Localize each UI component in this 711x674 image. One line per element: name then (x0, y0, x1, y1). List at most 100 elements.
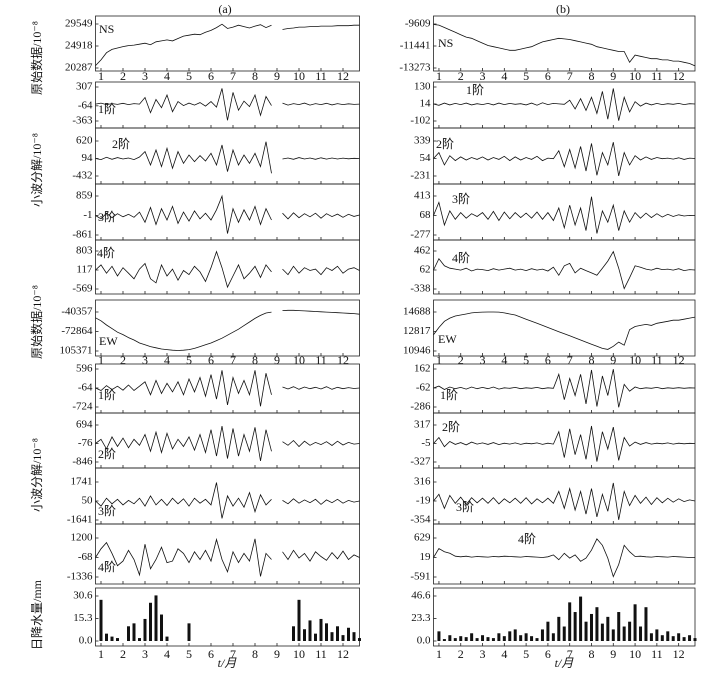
y-tick-label: 339 (414, 135, 431, 147)
x-tick-label: 5 (186, 647, 192, 661)
rain-bar (666, 631, 670, 641)
y-tick-label: 62 (420, 264, 431, 276)
x-tick-label: 4 (501, 647, 507, 661)
rain-bar (325, 623, 328, 641)
y-tick-label: 94 (82, 152, 94, 164)
x-tick-label: 7 (567, 647, 573, 661)
panel-label: 1阶 (466, 83, 484, 97)
y-tick-label: 620 (76, 135, 93, 147)
x-tick-label: 1 (98, 353, 104, 367)
panel-frame (433, 587, 696, 647)
panel-label: 1阶 (98, 102, 116, 116)
y-tick-label: 23.3 (411, 612, 431, 624)
x-tick-label: 6 (545, 353, 551, 367)
trace-line (433, 311, 696, 350)
y-tick-label: 12817 (403, 325, 431, 337)
x-tick-label: 5 (523, 353, 529, 367)
x-tick-label: 12 (673, 69, 685, 83)
y-tick-label: -40357 (61, 306, 93, 318)
trace-line (95, 426, 360, 461)
rain-bar (628, 621, 632, 641)
y-tick-label: 317 (414, 419, 431, 431)
y-tick-label: 54 (420, 152, 432, 164)
rain-bar (497, 633, 501, 641)
rain-bar (513, 629, 517, 641)
rain-bar (303, 629, 306, 641)
panel-frame (95, 523, 360, 585)
rain-bar (688, 635, 692, 641)
x-tick-label: 5 (186, 69, 192, 83)
panel-label: 3阶 (452, 192, 470, 206)
y-tick-label: 1741 (71, 476, 93, 488)
x-tick-label: 5 (523, 647, 529, 661)
x-tick-label: 9 (610, 647, 616, 661)
x-tick-label: 12 (337, 353, 349, 367)
rain-bar (165, 636, 169, 641)
rain-bar (682, 637, 686, 641)
y-axis-label: 小波分解/10⁻⁸ (30, 133, 44, 207)
x-tick-label: 3 (480, 69, 486, 83)
rain-bar (336, 626, 339, 641)
x-tick-label: 5 (186, 353, 192, 367)
rain-bar (508, 631, 512, 641)
x-axis-label: t/月 (218, 656, 238, 670)
y-axis-label: 原始数据/10⁻⁸ (29, 21, 44, 95)
rain-bar (617, 612, 621, 641)
trace-line (95, 141, 360, 174)
x-tick-label: 6 (545, 647, 551, 661)
panel-frame (433, 363, 696, 414)
trace-line (95, 250, 360, 289)
column-title: (b) (556, 2, 570, 16)
y-tick-label: 629 (414, 532, 431, 544)
x-tick-label: 11 (651, 647, 663, 661)
panel-label: 2阶 (98, 447, 116, 461)
x-tick-label: 4 (164, 353, 170, 367)
rain-bar (110, 636, 114, 641)
y-tick-label: -102 (410, 115, 430, 127)
rain-bar (330, 632, 334, 641)
panel-frame (433, 523, 696, 585)
x-tick-label: 9 (610, 69, 616, 83)
rain-bar (453, 638, 457, 641)
y-tick-label: 316 (414, 476, 431, 488)
x-tick-label: 11 (315, 69, 327, 83)
trace-line (95, 537, 360, 577)
rain-bar (579, 596, 583, 641)
x-tick-label: 11 (651, 69, 663, 83)
rain-bar (573, 612, 577, 641)
x-tick-label: 1 (98, 647, 104, 661)
y-tick-label: -569 (72, 283, 93, 295)
rain-bar (314, 633, 317, 641)
y-tick-label: -338 (410, 283, 431, 295)
panel-label: EW (99, 334, 118, 348)
rain-bar (551, 633, 555, 641)
rain-bar (442, 639, 446, 641)
rain-bar (606, 616, 610, 641)
rain-bar (448, 635, 452, 641)
y-tick-label: -1336 (67, 571, 93, 583)
trace-line (95, 23, 360, 66)
rain-bar (600, 623, 604, 641)
panel-label: 3阶 (98, 504, 116, 518)
rain-bar (132, 623, 136, 641)
y-tick-label: 15.3 (73, 612, 93, 624)
rain-bar (524, 633, 528, 641)
y-tick-label: -432 (72, 170, 92, 182)
y-tick-label: -62 (416, 382, 431, 394)
trace-line (95, 482, 360, 519)
x-tick-label: 7 (567, 69, 573, 83)
y-tick-label: 162 (414, 363, 431, 375)
x-tick-label: 2 (120, 647, 126, 661)
panel-frame (433, 127, 696, 185)
rain-bar (557, 616, 561, 641)
rain-bar (693, 638, 697, 641)
rain-bar (292, 626, 295, 641)
rain-bar (649, 633, 653, 641)
x-tick-label: 2 (458, 69, 464, 83)
x-tick-label: 8 (252, 353, 258, 367)
rain-bar (116, 638, 119, 641)
y-tick-label: -13273 (399, 62, 431, 74)
rain-bar (187, 623, 191, 641)
rain-bar (297, 599, 301, 641)
rain-bar (459, 636, 463, 641)
